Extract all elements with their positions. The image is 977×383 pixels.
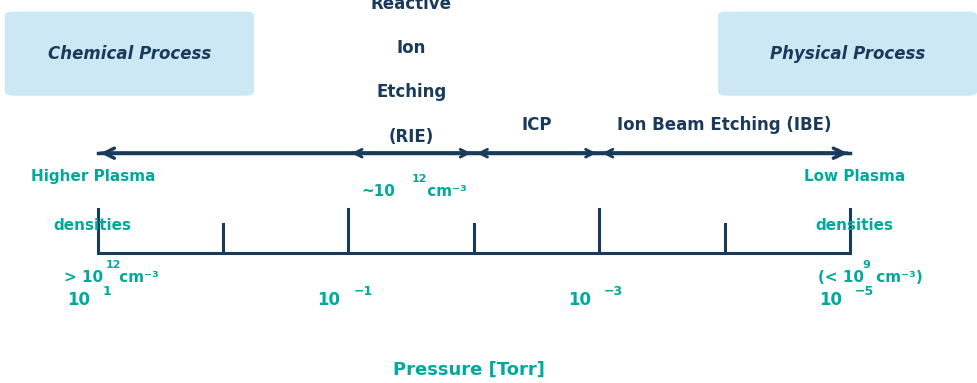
Text: −1: −1 <box>354 285 372 298</box>
Text: cm⁻³): cm⁻³) <box>871 270 923 285</box>
Text: densities: densities <box>54 218 132 233</box>
Text: 12: 12 <box>106 260 121 270</box>
Text: −5: −5 <box>855 285 874 298</box>
Text: ~10: ~10 <box>361 184 395 199</box>
Text: 10: 10 <box>569 291 591 309</box>
Text: 12: 12 <box>412 174 427 184</box>
Text: −3: −3 <box>604 285 623 298</box>
Text: Reactive: Reactive <box>370 0 451 13</box>
Text: 10: 10 <box>819 291 842 309</box>
Text: Low Plasma: Low Plasma <box>804 169 906 183</box>
Text: (< 10: (< 10 <box>818 270 864 285</box>
Text: cm⁻³: cm⁻³ <box>114 270 159 285</box>
FancyBboxPatch shape <box>718 11 977 96</box>
FancyBboxPatch shape <box>5 11 254 96</box>
Text: (RIE): (RIE) <box>389 128 434 146</box>
Text: densities: densities <box>816 218 894 233</box>
Text: 1: 1 <box>103 285 111 298</box>
Text: 10: 10 <box>318 291 341 309</box>
Text: cm⁻³: cm⁻³ <box>422 184 466 199</box>
Text: ICP: ICP <box>522 116 552 134</box>
Text: Ion Beam Etching (IBE): Ion Beam Etching (IBE) <box>617 116 831 134</box>
Text: Physical Process: Physical Process <box>770 45 925 62</box>
Text: > 10: > 10 <box>64 270 103 285</box>
Text: 9: 9 <box>863 260 871 270</box>
Text: Pressure [Torr]: Pressure [Torr] <box>393 361 545 379</box>
Text: Etching: Etching <box>376 83 446 101</box>
Text: Chemical Process: Chemical Process <box>48 45 211 62</box>
Text: Ion: Ion <box>397 39 426 57</box>
Text: 10: 10 <box>66 291 90 309</box>
Text: Higher Plasma: Higher Plasma <box>30 169 155 183</box>
